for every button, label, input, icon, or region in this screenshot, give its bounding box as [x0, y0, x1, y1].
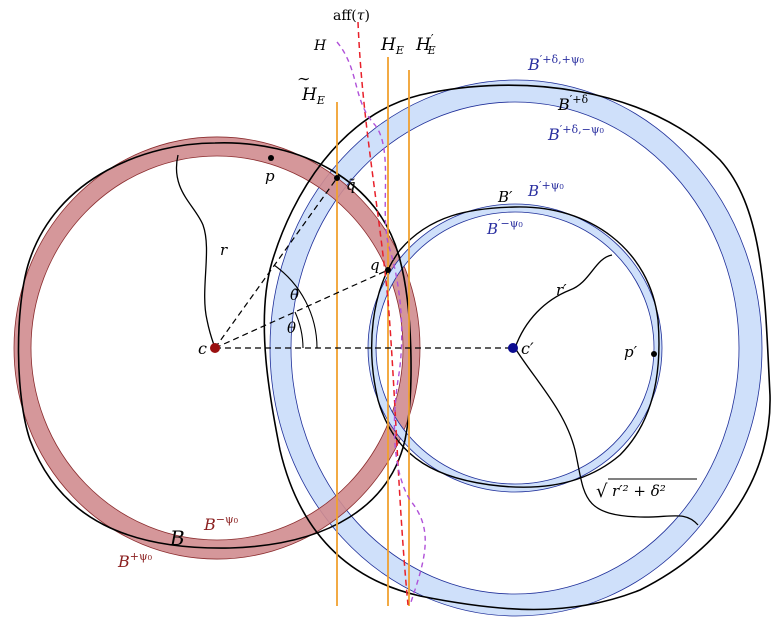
line-aff-tau	[357, 21, 409, 606]
label-b-prime-plus-delta-minus-psi: B′+δ,−ψ₀	[547, 123, 604, 144]
svg-text:r′² + δ²: r′² + δ²	[612, 482, 666, 500]
label-p: p	[265, 167, 275, 185]
curve-b-prime	[371, 206, 660, 488]
label-p-prime: p′	[624, 343, 638, 361]
label-b-prime-minus-psi: B′−ψ₀	[486, 217, 523, 238]
curve-b-prime-plus-delta	[263, 84, 771, 611]
label-c-prime: c′	[521, 339, 534, 358]
line-h	[336, 41, 426, 606]
point-c-prime	[508, 343, 518, 353]
label-b-minus-psi: B−ψ₀	[203, 513, 239, 534]
label-b-prime: B′	[497, 188, 513, 206]
point-p	[268, 155, 274, 161]
point-q-tilde	[334, 175, 340, 181]
label-b-prime-plus-delta: B′+δ	[557, 93, 588, 114]
annulus-b	[13, 136, 421, 560]
label-theta: θ	[287, 319, 296, 337]
angle-theta-arc	[294, 311, 304, 349]
label-h-e-prime: H′ E	[415, 32, 436, 57]
label-h-e: HE	[380, 35, 404, 57]
label-b-plus-psi: B+ψ₀	[117, 550, 153, 571]
label-b: B	[169, 526, 185, 550]
curve-b	[17, 142, 412, 549]
label-h: H	[313, 38, 327, 54]
label-q-tilde: q̃	[346, 176, 356, 194]
label-b-prime-plus-delta-plus-psi: B′+δ,+ψ₀	[527, 53, 584, 74]
angle-theta-tilde-arc	[273, 264, 318, 349]
radius-r-prime-curve	[514, 254, 613, 349]
label-r: r	[220, 241, 228, 259]
label-h-e-tilde: HE	[301, 85, 325, 107]
point-p-prime	[651, 351, 657, 357]
label-aff-tau: aff(τ)	[333, 8, 370, 24]
radius-r-curve	[175, 154, 216, 349]
label-h-e-tilde-wide: ∼	[297, 69, 310, 88]
radius-sqrt-curve	[514, 347, 699, 526]
label-r-prime: r′	[556, 281, 567, 299]
label-sqrt: √ r′² + δ²	[596, 478, 697, 502]
label-c: c	[198, 339, 207, 358]
label-b-prime-plus-psi: B′+ψ₀	[527, 179, 564, 200]
dashed-c-to-qt	[214, 177, 338, 349]
point-c	[210, 343, 220, 353]
dashed-c-to-q	[214, 269, 389, 349]
point-q	[385, 267, 391, 273]
label-theta-tilde: θ̃	[290, 286, 299, 304]
svg-text:√: √	[596, 481, 608, 502]
label-q: q	[370, 256, 380, 274]
